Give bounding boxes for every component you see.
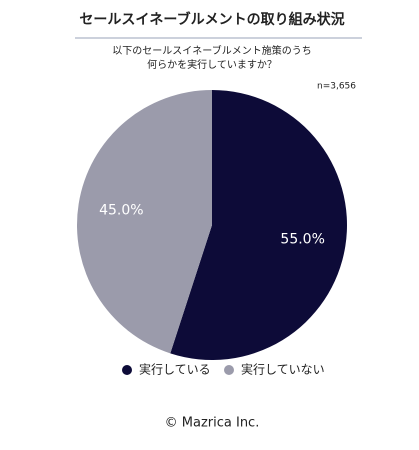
legend-swatch — [122, 365, 132, 375]
legend-label: 実行していない — [241, 362, 325, 377]
data-label: 55.0% — [280, 231, 324, 247]
chart-title: セールスイネーブルメントの取り組み状況 — [79, 11, 344, 28]
pie-slice — [76, 90, 212, 354]
subtitle: 何らかを実行していますか？ — [147, 58, 277, 71]
legend-label: 実行している — [139, 362, 211, 377]
data-label: 45.0% — [99, 203, 143, 219]
sample-size: n=3,656 — [317, 82, 356, 92]
pie-slice — [170, 90, 347, 360]
subtitle: 以下のセールスイネーブルメント施策のうち — [112, 44, 311, 57]
legend-swatch — [224, 365, 234, 375]
footer: © Mazrica Inc. — [165, 416, 260, 431]
